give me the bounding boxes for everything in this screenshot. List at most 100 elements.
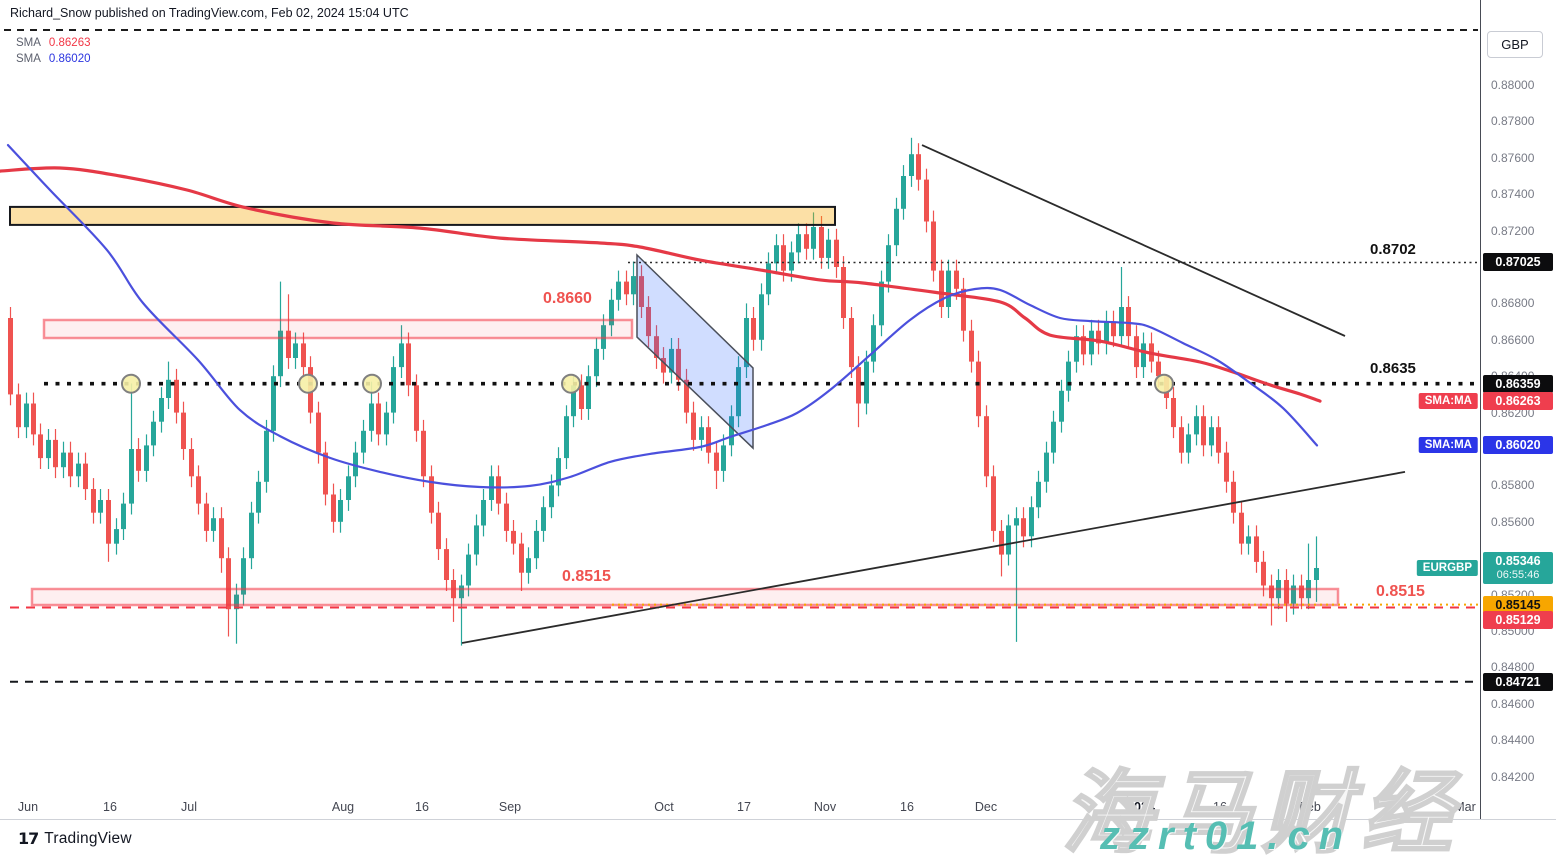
candle-up <box>353 441 358 488</box>
candle-up <box>721 434 726 482</box>
sma-blue-tag: 0.86020 <box>1483 436 1553 454</box>
candle-down <box>1179 416 1184 464</box>
candle-up <box>796 223 801 264</box>
candle-down <box>1126 296 1131 348</box>
candle-up <box>1119 267 1124 348</box>
candle-up <box>1066 350 1071 402</box>
candle-down <box>916 143 921 191</box>
tradingview-logo-icon: 17 <box>18 829 39 848</box>
candle-down <box>1134 325 1139 378</box>
candle-down <box>376 392 381 446</box>
candle-up <box>894 197 899 257</box>
candle-down <box>68 441 73 488</box>
candle-up <box>459 574 464 646</box>
candle-down <box>856 356 861 428</box>
candle-down <box>323 441 328 506</box>
candle-up <box>391 356 396 424</box>
level-label-0.8702: 0.8702 <box>1370 241 1416 258</box>
price-tick: 0.86800 <box>1491 296 1535 311</box>
bear-flag-channel <box>636 253 754 450</box>
last-price-tag-edge: EURGBP <box>1416 560 1478 576</box>
touch-marker <box>298 373 318 394</box>
candle-up <box>338 489 343 533</box>
tradingview-logo-link[interactable]: 17 TradingView <box>18 829 132 848</box>
candle-up <box>564 405 569 469</box>
candle-down <box>1231 470 1236 524</box>
zone-label-0.8515-right: 0.8515 <box>1376 583 1425 600</box>
price-tick: 0.84600 <box>1491 696 1535 711</box>
currency-toggle-gbp[interactable]: GBP <box>1487 31 1543 58</box>
candle-down <box>1299 574 1304 610</box>
price-axis[interactable]: GBP 0.88000 0.87800 0.87600 0.87400 0.87200 0… <box>1480 0 1556 820</box>
candle-up <box>481 489 486 537</box>
candle-down <box>16 383 21 439</box>
level-tag-0.85129: 0.85129 <box>1483 611 1553 629</box>
candle-down <box>714 441 719 489</box>
candle-up <box>609 288 614 337</box>
time-axis[interactable]: Jun 16 Jul Aug 16 Sep Oct 17 Nov 16 Dec 2024 16 Feb Ma… <box>0 797 1556 820</box>
candle-up <box>61 441 66 479</box>
candle-down <box>8 307 13 406</box>
candle-up <box>1074 325 1079 373</box>
candle-down <box>646 296 651 348</box>
candle-up <box>669 338 674 384</box>
candle-up <box>616 270 621 311</box>
price-tick: 0.84800 <box>1491 660 1535 675</box>
candle-up <box>98 489 103 524</box>
candle-down <box>654 325 659 369</box>
candle-down <box>1096 319 1101 355</box>
sma-fast-line <box>0 166 1322 403</box>
price-tick: 0.86600 <box>1491 332 1535 347</box>
sma-fast-value: 0.86263 <box>48 37 91 49</box>
candle-down <box>841 256 846 329</box>
price-chart[interactable] <box>0 0 1480 820</box>
ascending-trendline <box>461 471 1406 644</box>
sma-slow-legend-row[interactable]: SMA 0.86020 <box>16 51 91 67</box>
time-tick-16: 16 <box>415 800 429 814</box>
candle-down <box>519 532 524 591</box>
tradingview-logo-text: TradingView <box>44 829 132 847</box>
time-tick-dec: Dec <box>974 800 998 814</box>
touch-marker <box>121 373 141 394</box>
indicator-legend: SMA 0.86263 SMA 0.86020 <box>16 35 91 67</box>
sma-fast-legend-row[interactable]: SMA 0.86263 <box>16 35 91 51</box>
candle-down <box>106 489 111 562</box>
alert-tag-0.85145: 0.85145 <box>1483 596 1553 614</box>
sma-slow-label: SMA <box>16 53 41 65</box>
candle-up <box>211 507 216 542</box>
candle-down <box>204 492 209 542</box>
candle-up <box>1089 319 1094 366</box>
touch-marker <box>362 373 382 394</box>
candle-up <box>1059 379 1064 433</box>
candle-down <box>691 401 696 451</box>
candle-down <box>414 374 419 442</box>
candle-up <box>871 314 876 373</box>
candle-up <box>249 501 254 570</box>
zone-label-0.8515-left: 0.8515 <box>562 568 611 585</box>
candle-down <box>83 452 88 500</box>
candle-down <box>991 465 996 542</box>
time-tick-oct: Oct <box>654 800 674 814</box>
time-tick-16: 16 <box>900 800 914 814</box>
candle-up <box>864 350 869 415</box>
candle-up <box>129 383 134 515</box>
watermark-url: zzrt01.cn <box>1100 814 1353 857</box>
candle-up <box>241 547 246 606</box>
time-tick-17: 17 <box>737 800 751 814</box>
candle-down <box>219 507 224 573</box>
candle-up <box>946 259 951 318</box>
time-tick-sep: Sep <box>498 800 522 814</box>
candle-down <box>751 307 756 351</box>
candle-down <box>1171 387 1176 439</box>
candle-down <box>1224 441 1229 493</box>
candle-up <box>541 496 546 542</box>
candle-down <box>196 465 201 515</box>
candle-down <box>436 501 441 560</box>
price-tick: 0.87200 <box>1491 223 1535 238</box>
candle-up <box>1314 536 1319 602</box>
time-tick-feb: Feb <box>1299 800 1321 814</box>
candle-up <box>1194 405 1199 446</box>
time-tick-aug: Aug <box>331 800 355 814</box>
candle-up <box>886 234 891 293</box>
candle-down <box>1269 574 1274 626</box>
